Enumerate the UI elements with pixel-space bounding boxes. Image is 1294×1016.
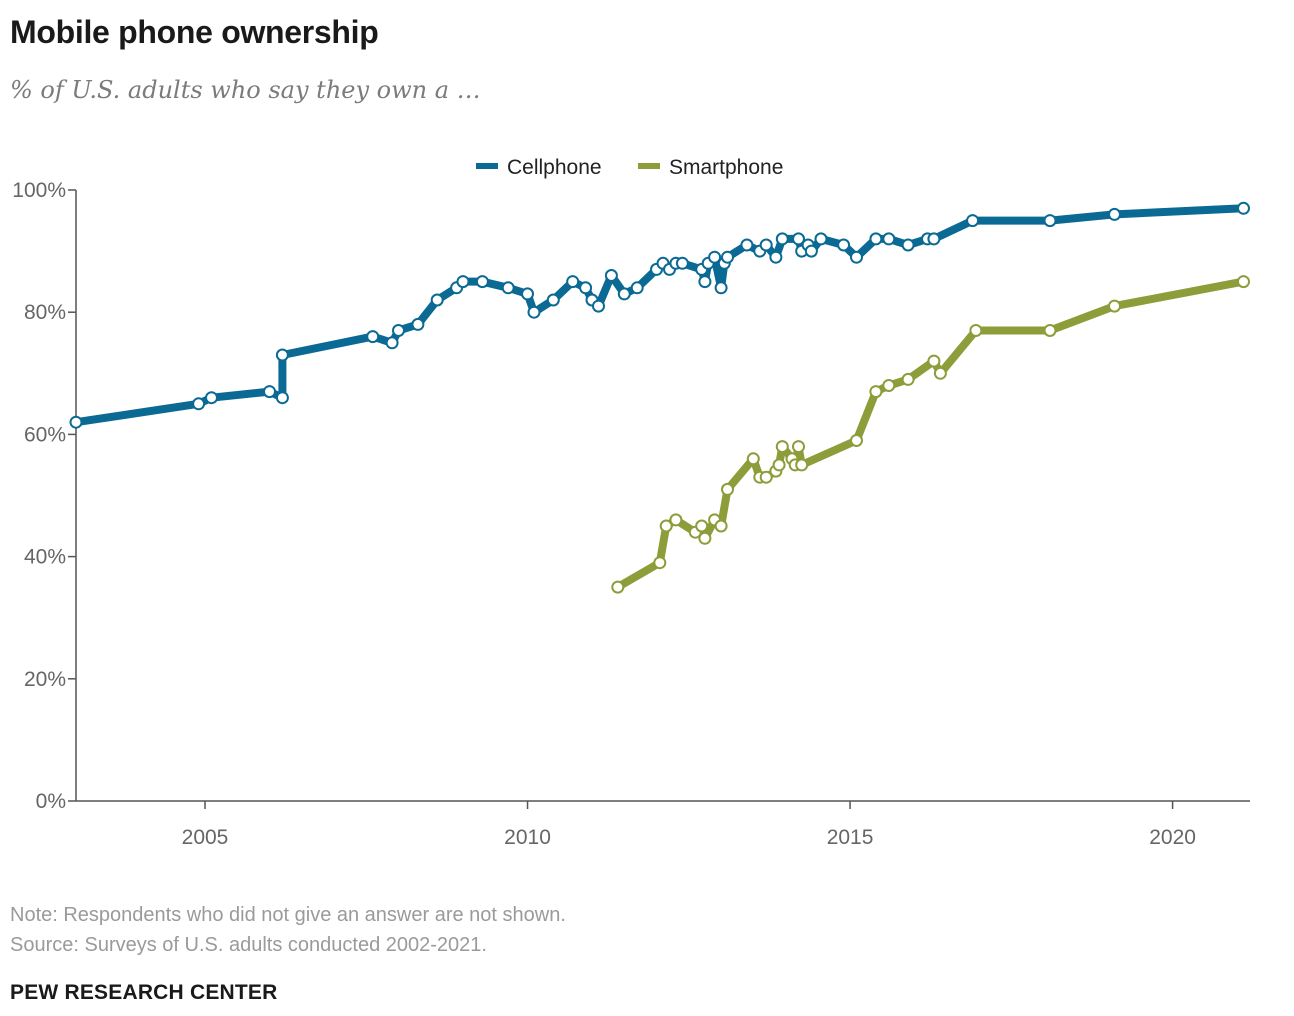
data-point-cellphone [675,256,689,270]
x-axis: 2005 2010 2015 2020 [76,800,1250,849]
data-point-cellphone [966,214,980,228]
data-point-cellphone [850,250,863,264]
data-point-cellphone [263,385,276,399]
data-point-cellphone [385,336,399,350]
data-point-cellphone [501,281,515,295]
data-point-smartphone [792,440,805,454]
data-point-smartphone [721,482,734,496]
data-point-cellphone [275,348,289,362]
data-point-cellphone [475,275,489,289]
data-point-cellphone [527,305,541,319]
data-point-cellphone [566,275,580,289]
data-point-smartphone [1237,275,1250,289]
data-point-cellphone [792,232,805,246]
data-point-cellphone [775,232,789,246]
data-point-smartphone [759,470,773,484]
y-tick-label: 0% [36,790,66,813]
data-point-cellphone [814,232,828,246]
y-tick-label: 20% [24,668,66,691]
legend-label-cellphone: Cellphone [507,156,602,179]
y-axis: 0% 20% 40% 60% 80% 100% [12,179,77,813]
data-point-smartphone [746,452,760,466]
data-point-smartphone [1043,324,1057,337]
data-point-cellphone [804,244,818,258]
legend-label-smartphone: Smartphone [669,156,783,179]
data-point-smartphone [611,580,625,594]
y-tick-label: 40% [24,546,66,569]
data-point-cellphone [1043,214,1057,228]
data-point-cellphone [69,415,83,429]
data-point-smartphone [775,440,789,454]
data-point-cellphone [901,238,915,252]
series-layer [69,201,1250,594]
chart-note: Note: Respondents who did not give an an… [10,904,566,926]
data-point-smartphone [653,556,667,570]
data-point-smartphone [669,513,683,527]
x-tick-label: 2020 [1149,826,1196,849]
data-point-smartphone [772,458,786,472]
data-point-smartphone [1108,299,1121,313]
data-point-cellphone [759,238,773,252]
legend: Cellphone Smartphone [476,156,783,179]
chart-source: Source: Surveys of U.S. adults conducted… [10,934,487,956]
data-point-smartphone [695,519,709,533]
data-point-cellphone [366,330,380,344]
x-tick-label: 2015 [827,826,874,849]
data-point-cellphone [604,269,618,282]
data-point-smartphone [869,385,883,399]
data-point-cellphone [1237,201,1250,215]
x-tick-label: 2010 [504,826,551,849]
legend-item-cellphone: Cellphone [476,156,602,179]
series-smartphone [611,275,1250,594]
data-point-cellphone [708,250,722,264]
data-point-cellphone [740,238,754,252]
y-tick-label: 60% [24,423,66,446]
chart-title: Mobile phone ownership [10,14,379,50]
series-line-cellphone [72,204,1248,427]
data-point-smartphone [933,366,947,380]
data-point-cellphone [456,275,470,289]
data-point-cellphone [430,293,444,307]
y-tick-label: 80% [24,301,66,324]
data-point-cellphone [1108,207,1121,221]
data-point-cellphone [546,293,560,307]
data-point-cellphone [579,281,593,295]
y-tick-label: 100% [12,179,66,202]
data-point-cellphone [927,232,941,246]
data-point-cellphone [617,287,631,301]
data-point-cellphone [392,324,405,337]
data-point-cellphone [837,238,851,252]
data-point-cellphone [205,391,218,405]
data-point-cellphone [192,397,206,411]
brand-logo-text: PEW RESEARCH CENTER [10,981,278,1004]
legend-item-smartphone: Smartphone [638,156,783,179]
data-point-cellphone [521,287,534,301]
data-point-cellphone [882,232,896,246]
data-point-cellphone [275,391,289,405]
data-point-smartphone [659,519,673,533]
chart-subtitle: % of U.S. adults who say they own a … [10,76,481,104]
data-point-smartphone [882,379,896,392]
data-point-cellphone [769,250,783,264]
data-point-smartphone [969,324,983,337]
data-point-cellphone [714,281,728,295]
data-point-smartphone [927,354,941,368]
data-point-smartphone [795,458,809,472]
data-point-cellphone [721,250,734,264]
data-point-cellphone [630,281,644,295]
series-cellphone [69,201,1250,429]
data-point-cellphone [698,275,712,289]
data-point-cellphone [592,299,605,313]
data-point-smartphone [698,531,712,545]
data-point-smartphone [714,519,728,533]
data-point-cellphone [411,317,425,331]
series-line-smartphone [613,277,1248,592]
x-tick-label: 2005 [182,826,229,849]
data-point-smartphone [850,434,863,447]
data-point-smartphone [901,372,915,386]
data-point-cellphone [869,232,883,246]
